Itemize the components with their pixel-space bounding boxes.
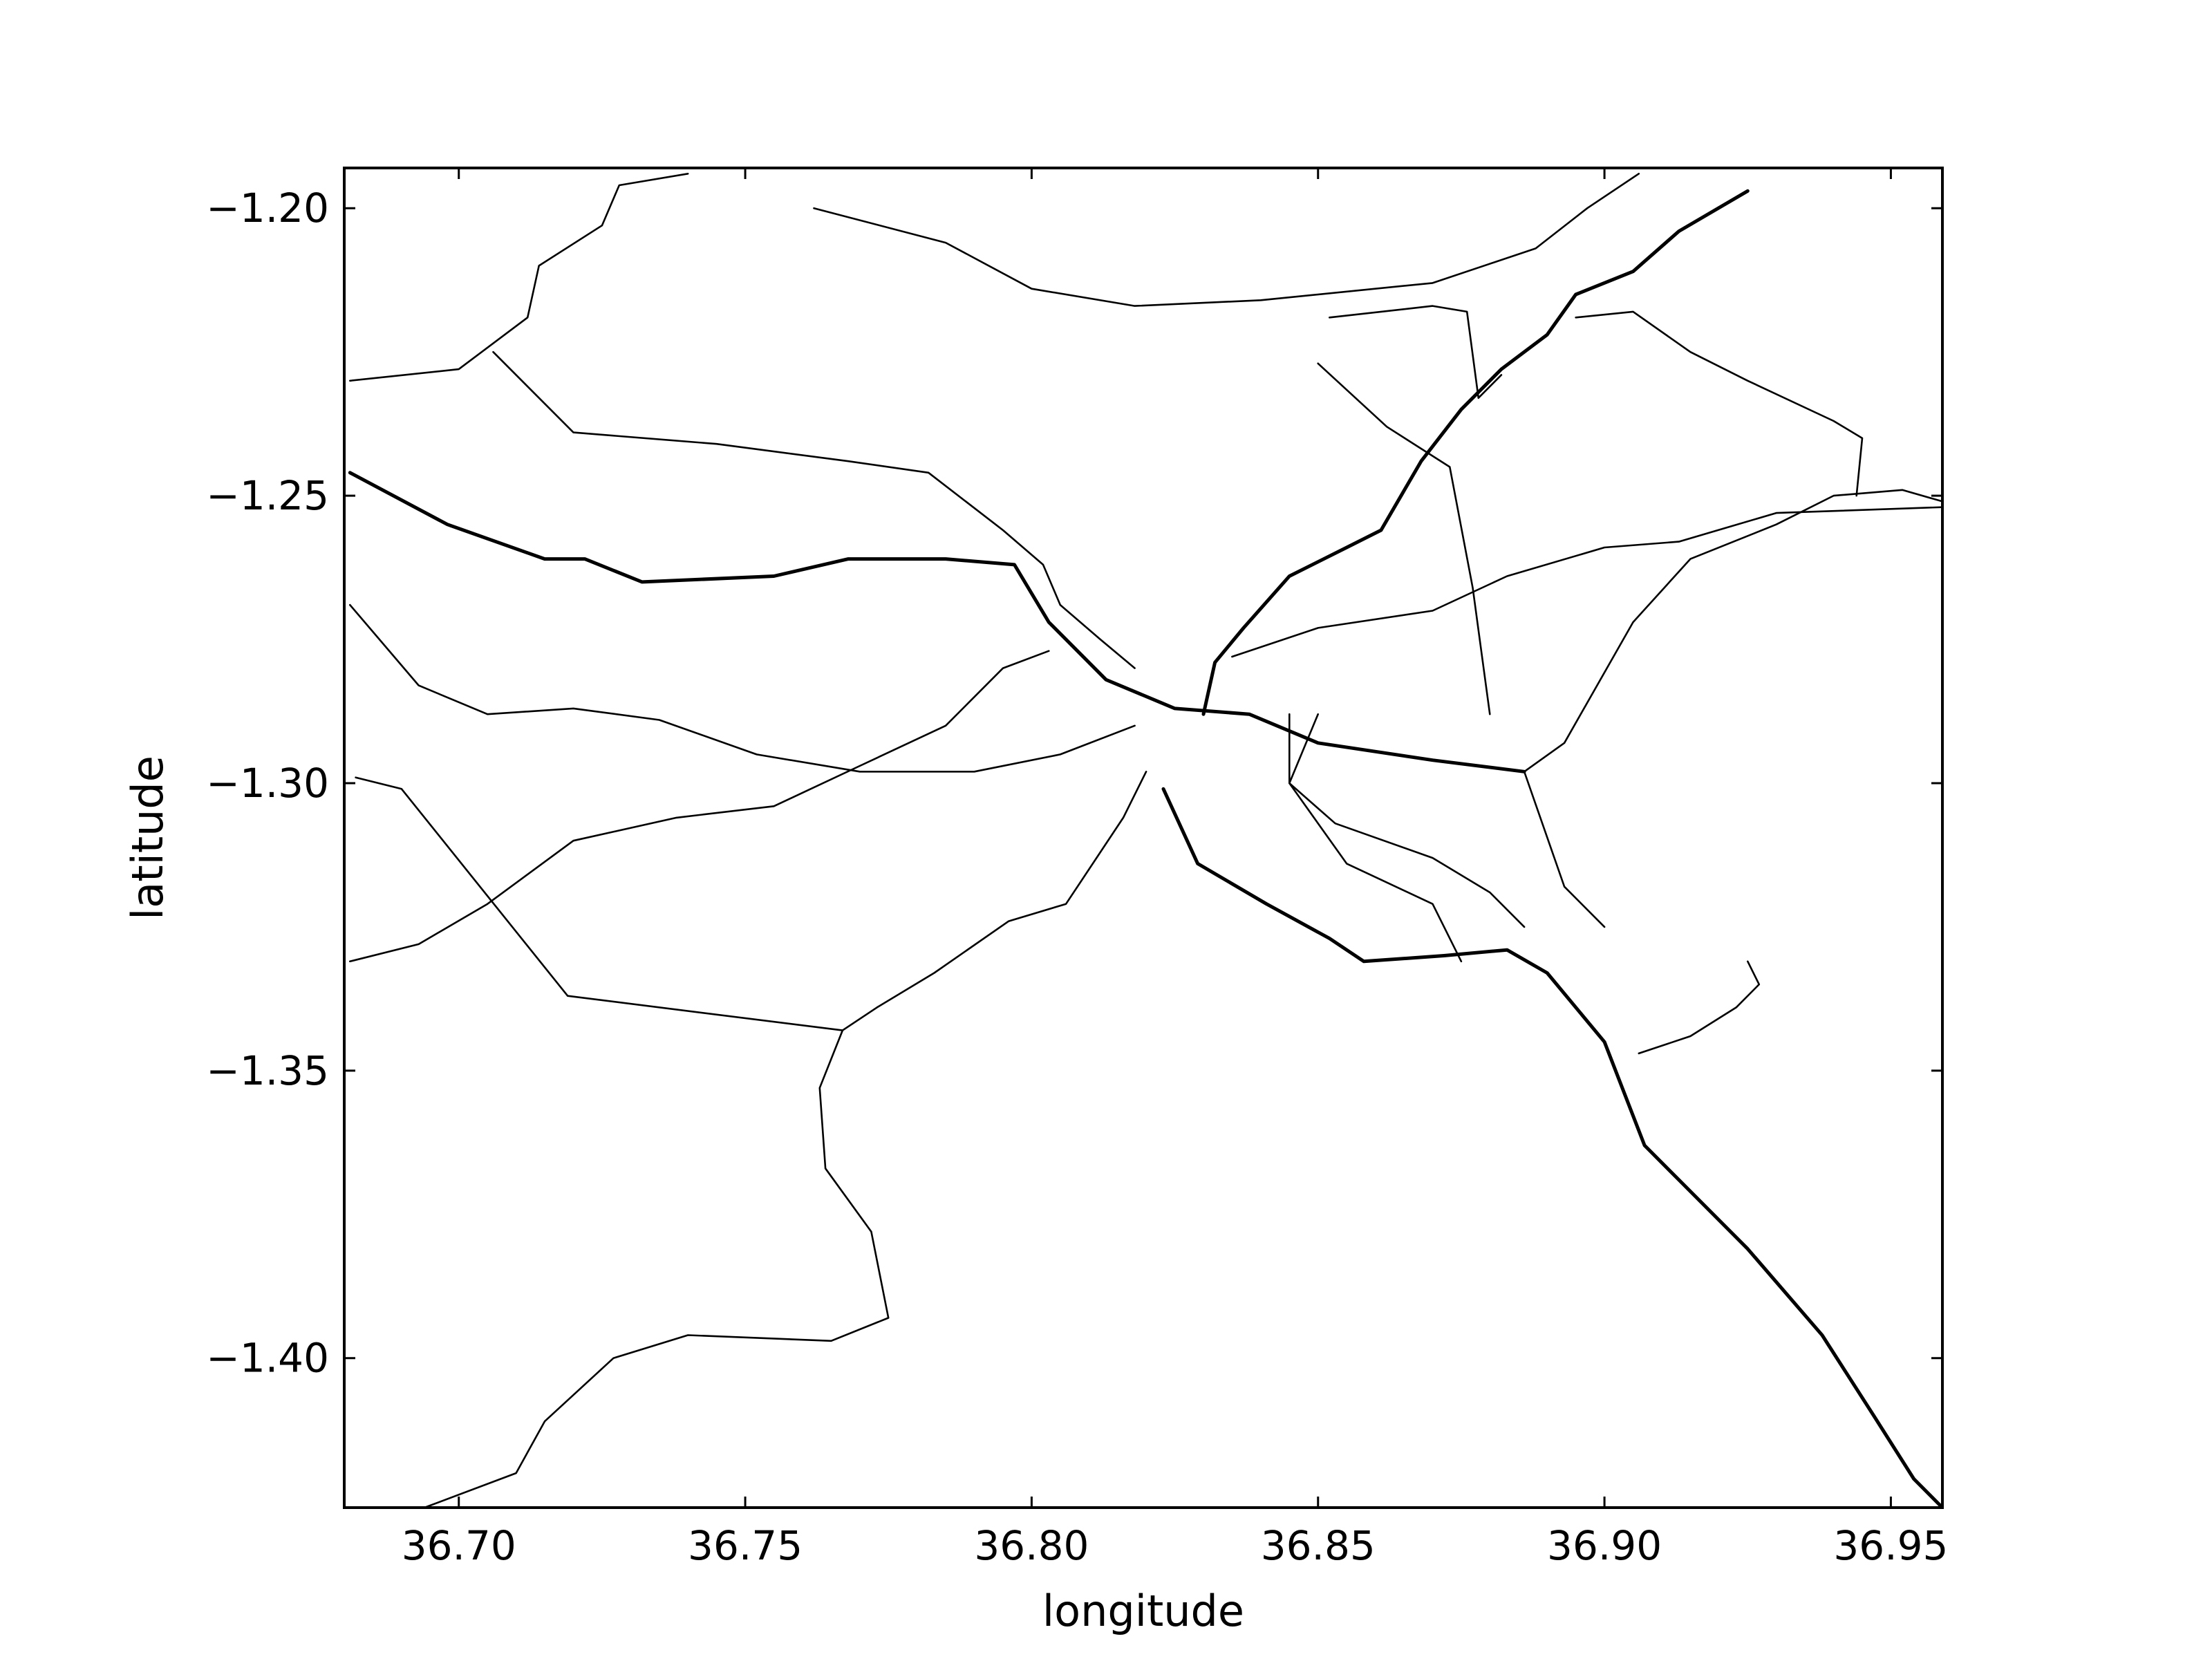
road-line-10 bbox=[423, 1029, 890, 1508]
road-line-13 bbox=[1523, 489, 1942, 773]
x-tick-label: 36.70 bbox=[402, 1522, 516, 1569]
x-tick-label: 36.95 bbox=[1833, 1522, 1948, 1569]
road-line-6 bbox=[492, 350, 1136, 669]
y-tick-label: −1.35 bbox=[206, 1047, 329, 1094]
road-line-17 bbox=[1288, 713, 1463, 963]
road-line-1 bbox=[348, 471, 1526, 774]
road-line-3 bbox=[1201, 189, 1750, 716]
y-tick-label: −1.25 bbox=[206, 472, 329, 519]
x-tick-label: 36.85 bbox=[1261, 1522, 1376, 1569]
x-tick-label: 36.75 bbox=[688, 1522, 803, 1569]
x-tick-label: 36.90 bbox=[1547, 1522, 1662, 1569]
road-line-4 bbox=[348, 173, 689, 382]
road-line-12 bbox=[1231, 506, 1942, 658]
road-line-2 bbox=[1161, 787, 1942, 1508]
x-axis-ticks: 36.70 36.75 36.80 36.85 36.90 36.95 bbox=[402, 168, 1948, 1569]
y-tick-label: −1.40 bbox=[206, 1335, 329, 1382]
road-line-11 bbox=[1288, 713, 1526, 928]
y-tick-label: −1.30 bbox=[206, 760, 329, 807]
y-axis-ticks: −1.20 −1.25 −1.30 −1.35 −1.40 bbox=[206, 185, 1942, 1382]
road-line-15 bbox=[1575, 310, 1864, 497]
road-line-9 bbox=[355, 771, 1147, 1031]
road-line-18 bbox=[1523, 771, 1606, 928]
road-line-14 bbox=[1329, 305, 1503, 400]
plot-area-frame bbox=[343, 167, 1944, 1509]
x-tick-label: 36.80 bbox=[974, 1522, 1089, 1569]
x-axis-label: longitude bbox=[1042, 1586, 1244, 1636]
road-line-19 bbox=[1638, 960, 1761, 1055]
road-line-7 bbox=[348, 603, 1136, 773]
road-network bbox=[348, 173, 1942, 1508]
road-line-16 bbox=[1317, 362, 1491, 715]
road-line-8 bbox=[348, 650, 1050, 963]
y-axis-label: latitude bbox=[122, 756, 173, 920]
y-tick-label: −1.20 bbox=[206, 185, 329, 232]
road-line-5 bbox=[813, 173, 1640, 307]
